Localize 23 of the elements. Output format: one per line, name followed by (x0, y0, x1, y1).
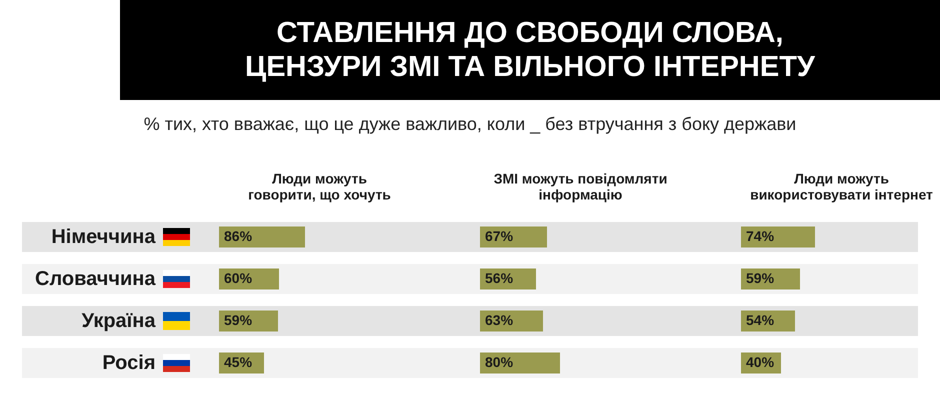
x-axis-title: Люди можуть говорити, що хочуть (248, 170, 392, 202)
data-label: 56% (485, 270, 514, 286)
data-label: 74% (746, 228, 775, 244)
bar (219, 226, 305, 248)
data-label: 40% (746, 354, 775, 370)
data-label: 63% (485, 312, 514, 328)
y-tick-label: Словаччина (35, 268, 156, 290)
data-label: 67% (485, 228, 514, 244)
data-label: 54% (746, 312, 775, 328)
text: % тих, хто вважає, що це дуже важливо, коли _ без втручання з боку держави (142, 114, 798, 135)
data-label: 45% (224, 354, 253, 370)
y-tick-label: Росія (102, 352, 156, 374)
data-label: 60% (224, 270, 253, 286)
x-axis-title: ЗМІ можуть повідомляти інформацію (494, 170, 668, 202)
data-label: 80% (485, 354, 514, 370)
data-label: 86% (224, 228, 253, 244)
bar (741, 226, 815, 248)
data-label: 59% (224, 312, 253, 328)
text: СТАВЛЕННЯ ДО СВОБОДИ СЛОВА, ЦЕНЗУРИ ЗМІ ТА ВІЛЬНОГО ІНТЕРНЕТУ (245, 16, 815, 84)
data-label: 59% (746, 270, 775, 286)
y-tick-label: Україна (82, 310, 156, 332)
x-axis-title: Люди можуть використовувати інтернет (750, 170, 934, 202)
y-tick-label: Німеччина (51, 226, 156, 248)
